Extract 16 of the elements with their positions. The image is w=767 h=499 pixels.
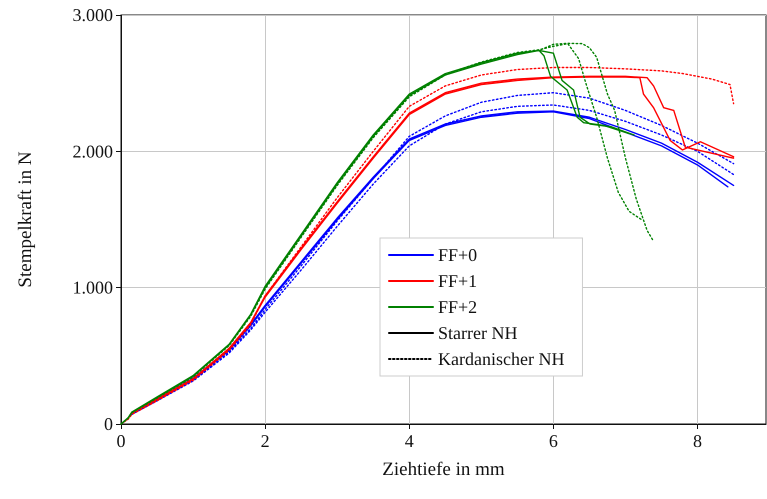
y-tick-label: 0 [104, 414, 113, 434]
y-tick-label: 3.000 [72, 5, 113, 25]
y-axis-title: Stempelkraft in N [15, 151, 36, 288]
x-tick-label: 4 [404, 431, 414, 451]
x-tick-label: 6 [548, 431, 558, 451]
legend-label: FF+0 [438, 245, 478, 265]
legend-label: FF+2 [438, 297, 478, 317]
y-tick-label: 1.000 [72, 278, 113, 298]
x-tick-label: 0 [116, 431, 126, 451]
legend-label: FF+1 [438, 271, 478, 291]
y-tick-label: 2.000 [72, 141, 113, 162]
x-axis-title: Ziehtiefe in mm [382, 459, 505, 480]
x-tick-label: 2 [260, 431, 270, 451]
x-tick-label: 8 [693, 431, 702, 451]
legend-label: Starrer NH [438, 323, 518, 343]
legend-label: Kardanischer NH [438, 349, 564, 369]
